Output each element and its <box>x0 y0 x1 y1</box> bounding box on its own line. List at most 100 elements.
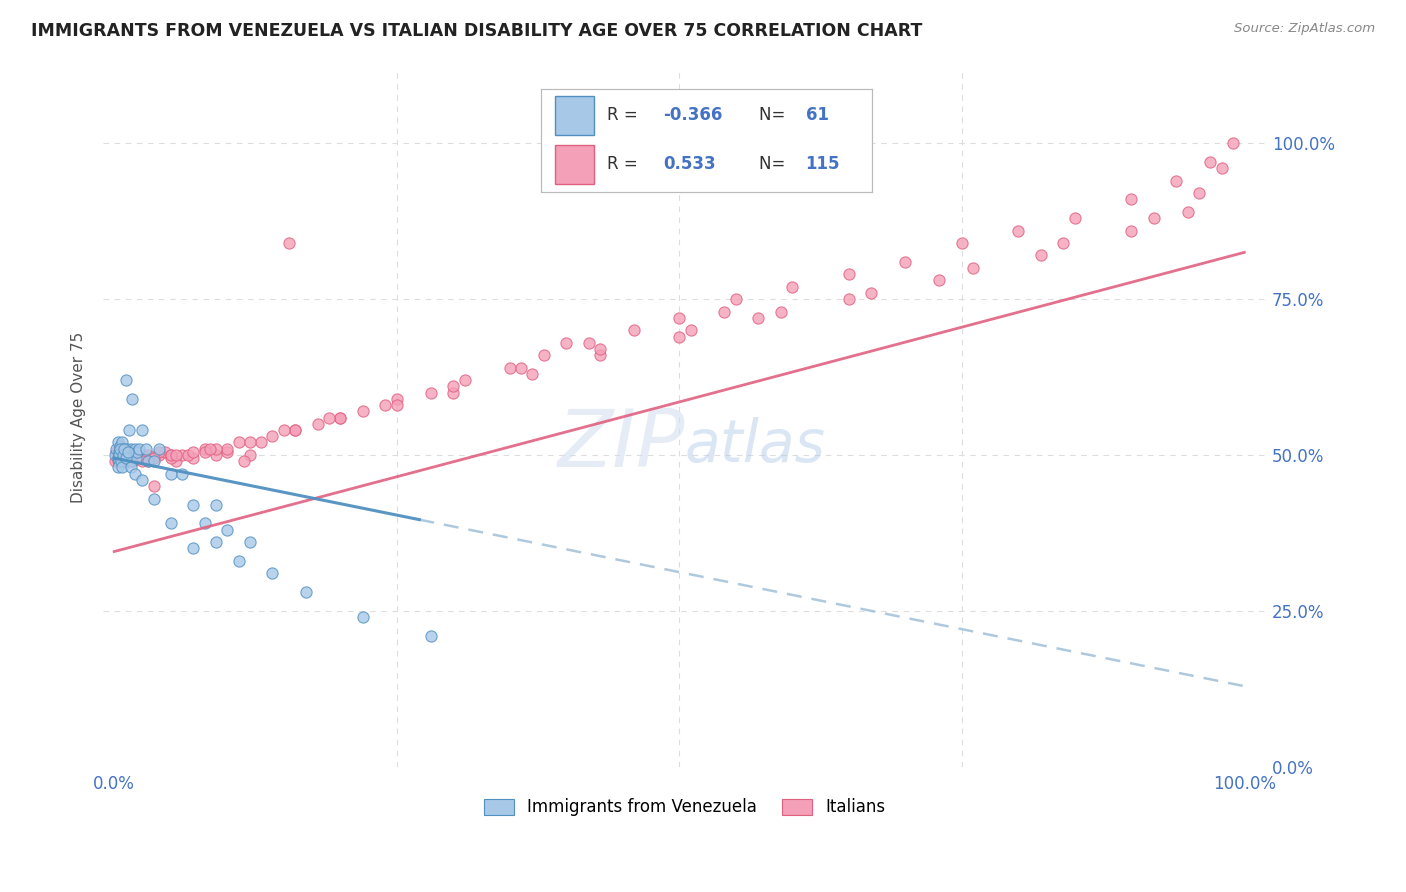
Point <box>128 445 150 459</box>
Point <box>352 404 374 418</box>
Point <box>555 335 578 350</box>
Point <box>114 448 136 462</box>
Point <box>1143 211 1166 226</box>
Point <box>111 445 134 459</box>
Point <box>284 423 307 437</box>
Point <box>104 454 127 468</box>
Point <box>713 304 735 318</box>
Point <box>107 448 129 462</box>
Point <box>329 410 352 425</box>
Point <box>679 323 702 337</box>
Point <box>114 451 136 466</box>
Point <box>125 448 148 462</box>
Text: atlas: atlas <box>685 417 825 474</box>
Point <box>131 448 153 462</box>
Point <box>107 445 129 459</box>
Point <box>205 442 228 456</box>
Point <box>108 448 131 462</box>
Point <box>142 451 165 466</box>
Point <box>121 392 143 406</box>
Text: -0.366: -0.366 <box>664 106 723 124</box>
Point <box>441 385 464 400</box>
Point <box>217 442 239 456</box>
Point <box>165 454 187 468</box>
Text: N=: N= <box>759 155 792 173</box>
Point <box>233 454 256 468</box>
Point <box>136 454 159 468</box>
Point <box>769 304 792 318</box>
Point <box>239 448 262 462</box>
Point <box>131 473 153 487</box>
Point <box>121 448 143 462</box>
Point <box>217 445 239 459</box>
Point <box>205 498 228 512</box>
Point <box>159 467 181 481</box>
Point <box>894 254 917 268</box>
Point <box>125 451 148 466</box>
Point <box>117 448 139 462</box>
Text: R =: R = <box>607 155 644 173</box>
Point <box>165 448 187 462</box>
Point <box>1188 186 1211 201</box>
Point <box>114 373 136 387</box>
Point <box>153 445 176 459</box>
Point <box>278 235 301 250</box>
Point <box>510 360 533 375</box>
Point <box>114 445 136 459</box>
Point <box>307 417 329 431</box>
Point <box>1199 155 1222 169</box>
Point <box>120 442 142 456</box>
Point <box>112 448 135 462</box>
Point <box>181 498 204 512</box>
Point <box>107 454 129 468</box>
Text: R =: R = <box>607 106 644 124</box>
Point <box>107 460 129 475</box>
Point <box>105 445 128 459</box>
Point <box>122 445 145 459</box>
Point <box>111 460 134 475</box>
Point <box>125 445 148 459</box>
Point <box>928 273 950 287</box>
Point <box>1029 248 1052 262</box>
Point <box>124 445 146 459</box>
Point <box>110 451 132 466</box>
Point <box>131 451 153 466</box>
Point <box>159 448 181 462</box>
Point <box>107 454 129 468</box>
Point <box>125 445 148 459</box>
Point <box>108 439 131 453</box>
Y-axis label: Disability Age Over 75: Disability Age Over 75 <box>72 332 86 503</box>
Point <box>780 279 803 293</box>
Point <box>136 448 159 462</box>
Point <box>838 267 860 281</box>
Point <box>1121 193 1143 207</box>
Point <box>1177 205 1199 219</box>
Text: ZIP: ZIP <box>558 407 685 484</box>
Point <box>159 451 181 466</box>
Point <box>131 423 153 437</box>
Point <box>115 442 138 456</box>
Point <box>352 610 374 624</box>
Point <box>250 435 273 450</box>
Point <box>838 292 860 306</box>
Point <box>108 448 131 462</box>
Point <box>124 442 146 456</box>
Point <box>589 348 612 362</box>
Text: IMMIGRANTS FROM VENEZUELA VS ITALIAN DISABILITY AGE OVER 75 CORRELATION CHART: IMMIGRANTS FROM VENEZUELA VS ITALIAN DIS… <box>31 22 922 40</box>
Point <box>176 448 198 462</box>
Point <box>120 445 142 459</box>
Point <box>115 445 138 459</box>
Point <box>194 442 217 456</box>
Point <box>205 448 228 462</box>
Text: 61: 61 <box>806 106 828 124</box>
Point <box>112 445 135 459</box>
Point <box>668 329 690 343</box>
Point <box>112 442 135 456</box>
Point <box>128 442 150 456</box>
Point <box>1007 223 1029 237</box>
Point <box>170 467 193 481</box>
Point <box>104 448 127 462</box>
Point <box>181 541 204 556</box>
Point <box>112 442 135 456</box>
Point <box>522 367 544 381</box>
